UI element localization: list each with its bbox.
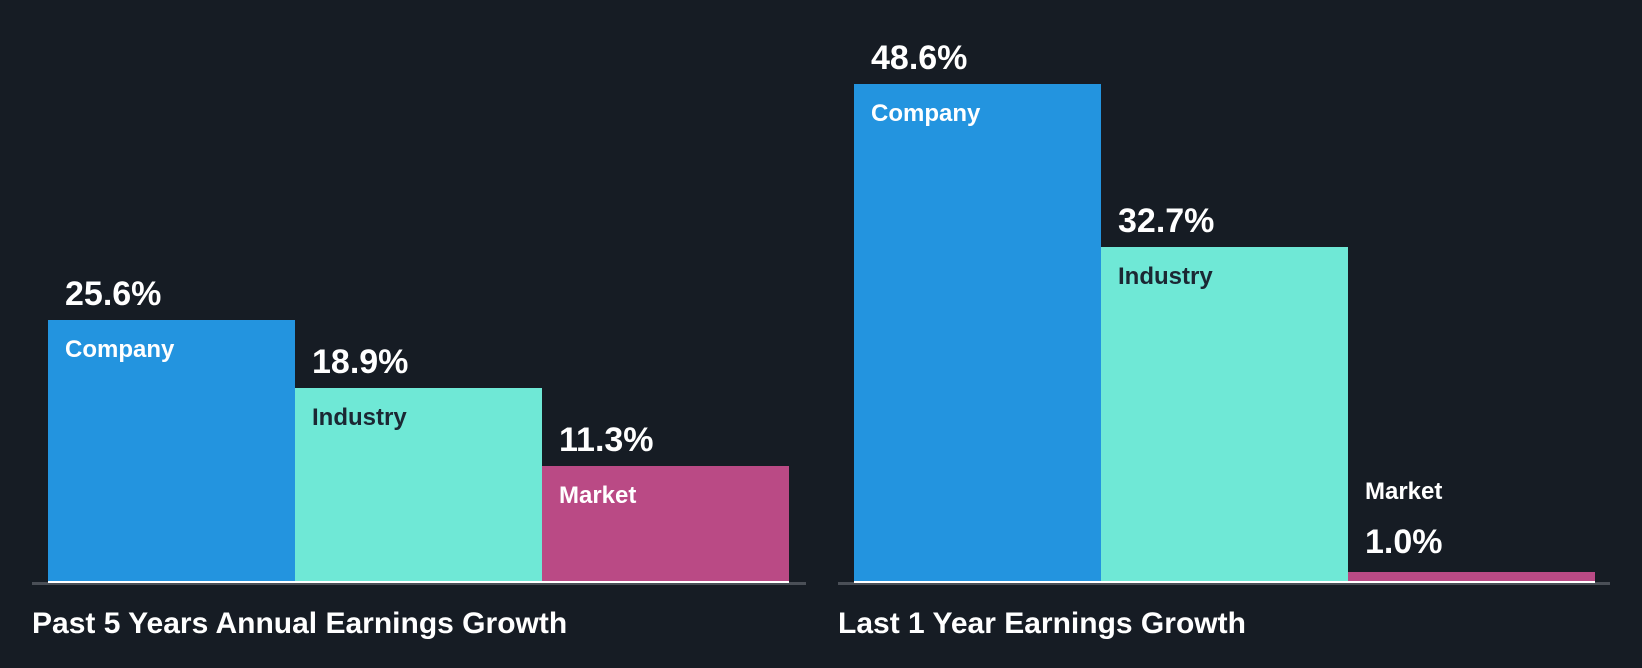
bar-baseline: [295, 581, 542, 583]
category-label-industry: Industry: [312, 404, 407, 431]
bar-company: Company: [854, 84, 1101, 583]
bar-baseline: [542, 581, 789, 583]
chart-title: Last 1 Year Earnings Growth: [838, 607, 1246, 640]
chart-title: Past 5 Years Annual Earnings Growth: [32, 607, 568, 640]
category-label-market: Market: [559, 482, 637, 509]
value-label-market: 1.0%: [1365, 523, 1443, 561]
bar-industry: Industry: [295, 388, 542, 583]
value-label-company: 25.6%: [65, 275, 162, 313]
bar-market: [1348, 572, 1595, 583]
category-label-industry: Industry: [1118, 263, 1213, 290]
category-label-company: Company: [871, 100, 981, 127]
bar-baseline: [1101, 581, 1348, 583]
x-axis-line: [32, 582, 806, 585]
bar-baseline: [854, 581, 1101, 583]
bar-market: Market: [542, 466, 789, 583]
value-label-industry: 32.7%: [1118, 202, 1215, 240]
bar-company: Company: [48, 320, 295, 583]
bar-baseline: [1348, 581, 1595, 583]
bar-industry: Industry: [1101, 247, 1348, 583]
value-label-market: 11.3%: [559, 421, 654, 459]
category-label-market: Market: [1365, 478, 1443, 505]
x-axis-line: [838, 582, 1610, 585]
chart-past-5-years: Company 25.6% Industry 18.9% Market 11.3% Pas…: [0, 0, 820, 668]
category-label-company: Company: [65, 336, 175, 363]
bar-baseline: [48, 581, 295, 583]
value-label-company: 48.6%: [871, 39, 968, 77]
value-label-industry: 18.9%: [312, 343, 409, 381]
